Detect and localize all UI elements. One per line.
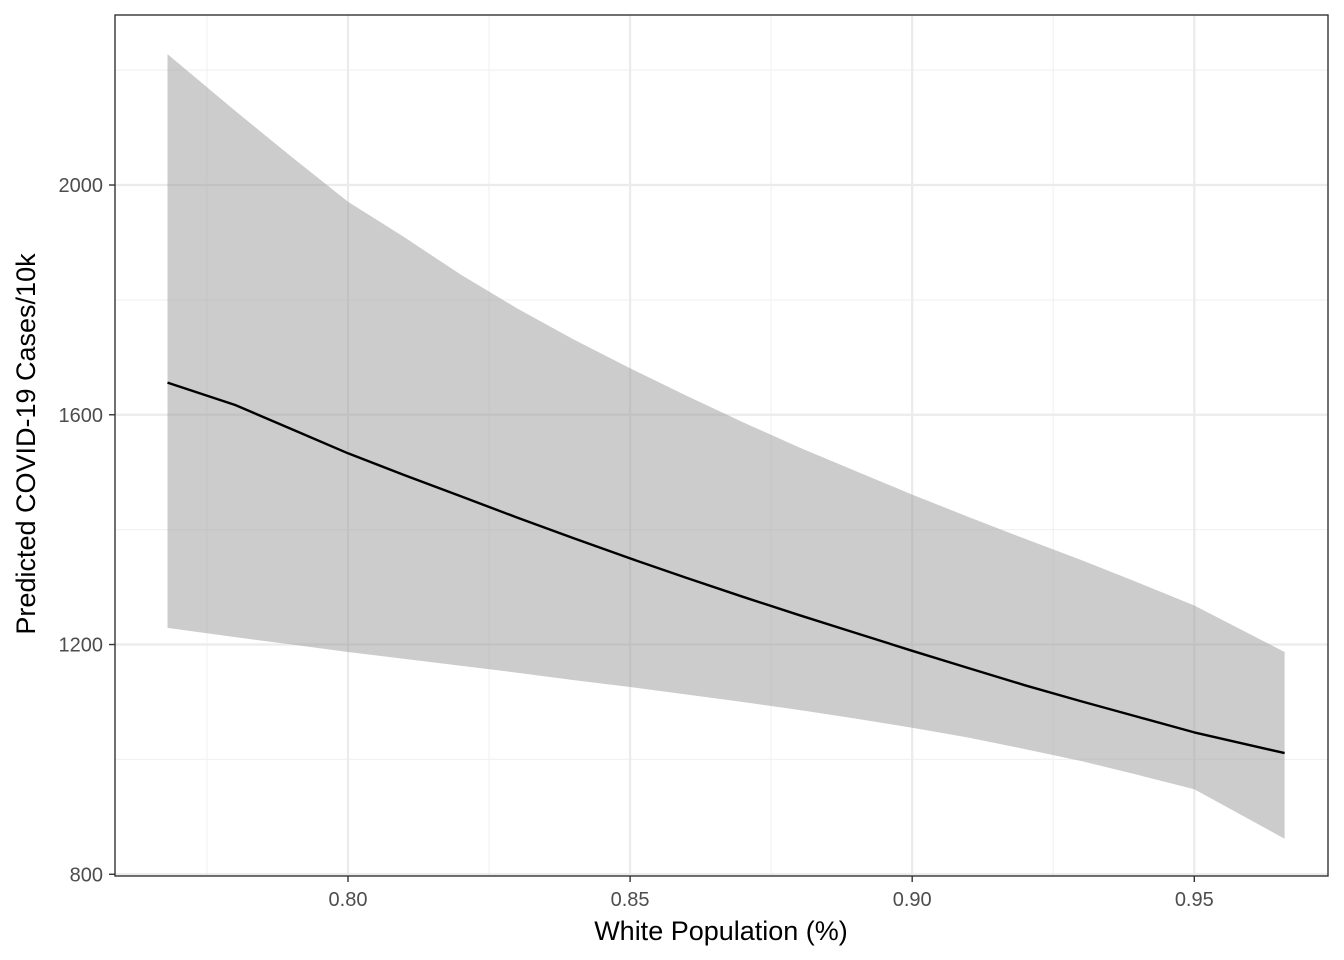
confidence-ribbon-layer — [167, 54, 1285, 839]
panel-border — [114, 14, 1329, 877]
y-axis-title: Predicted COVID-19 Cases/10k — [11, 253, 41, 635]
y-axis: 800 1200 1600 2000 — [59, 175, 115, 886]
x-tick-label: 0.90 — [893, 889, 932, 911]
x-tick-label: 0.85 — [611, 889, 650, 911]
prediction-line — [167, 381, 1285, 755]
y-tick-label: 800 — [70, 864, 103, 886]
y-tick-label: 2000 — [59, 175, 104, 197]
confidence-ribbon — [167, 54, 1285, 839]
x-axis-title: White Population (%) — [594, 916, 848, 946]
panel-border-layer — [114, 14, 1329, 877]
x-tick-label: 0.80 — [329, 889, 368, 911]
x-axis: 0.80 0.85 0.90 0.95 — [329, 876, 1214, 911]
x-tick-label: 0.95 — [1175, 889, 1214, 911]
y-tick-label: 1600 — [59, 405, 104, 427]
y-tick-label: 1200 — [59, 635, 104, 657]
prediction-line-layer — [167, 381, 1285, 755]
